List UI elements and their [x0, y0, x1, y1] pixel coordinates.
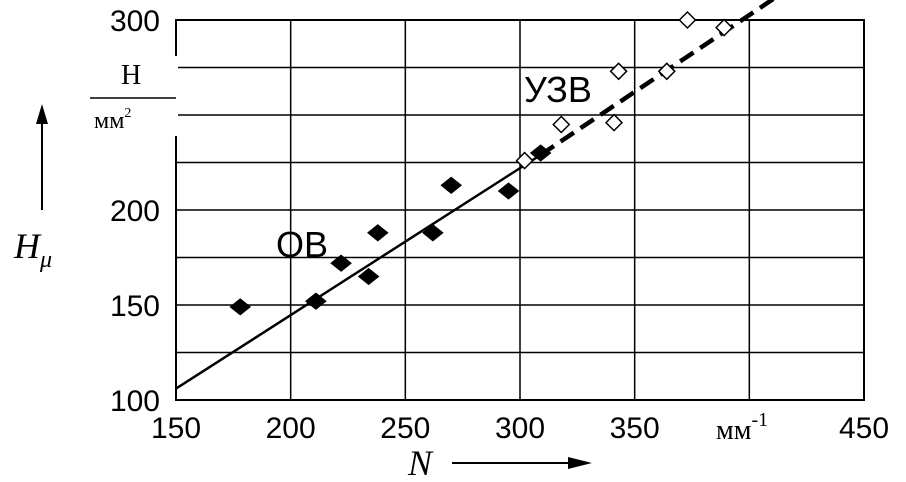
y-unit-den-base: мм: [94, 108, 124, 134]
x-tick-label: 300: [495, 412, 545, 445]
x-tick-label: 200: [266, 412, 316, 445]
filled-diamond-marker: [229, 298, 252, 316]
open-diamond-marker: [515, 151, 534, 170]
y-tick-label: 150: [110, 290, 160, 323]
y-axis-label: Hμ: [13, 226, 52, 273]
x-unit-base: мм: [716, 415, 752, 446]
x-tick-label: 350: [610, 412, 660, 445]
filled-diamond-marker: [422, 224, 444, 242]
plot-frame: [175, 19, 865, 401]
filled-diamond-marker: [497, 182, 520, 200]
y-axis-label-main: H: [13, 226, 42, 266]
open-diamond-marker: [604, 113, 624, 132]
open-diamond-marker: [657, 62, 676, 81]
fit-line-ov: [175, 153, 542, 390]
filled-diamond-marker: [357, 267, 380, 286]
y-unit-numerator: Н: [121, 60, 141, 91]
grid: [176, 20, 864, 400]
y-arrow-head: [36, 104, 48, 124]
filled-diamond-marker: [440, 176, 463, 194]
filled-diamond-marker: [529, 144, 552, 162]
y-unit-den-exp: 2: [124, 106, 131, 121]
open-diamond-marker: [678, 10, 697, 30]
open-diamond-marker: [609, 62, 628, 81]
y-axis-label-sub: μ: [39, 247, 52, 273]
open-diamond-marker: [715, 18, 734, 37]
y-tick-label: 200: [110, 195, 160, 228]
x-unit-exp: -1: [751, 409, 768, 431]
filled-diamond-marker: [330, 254, 352, 272]
filled-diamond-marker: [305, 292, 327, 310]
x-tick-label: 250: [380, 412, 430, 445]
open-diamond-marker: [552, 115, 571, 134]
y-tick-label: 300: [110, 5, 160, 38]
y-tick-label: 100: [110, 385, 160, 418]
series-label-ov: ОВ: [276, 224, 328, 265]
filled-diamond-marker: [367, 224, 389, 242]
x-arrow-head: [568, 457, 592, 469]
x-axis-label: N: [407, 443, 434, 482]
markers: [229, 10, 734, 316]
y-unit-denominator: мм2: [94, 106, 131, 134]
fit-line-uzv: [539, 0, 776, 157]
y-unit-bg: [88, 56, 178, 136]
x-unit-label: мм-1: [716, 409, 768, 446]
x-tick-label: 150: [151, 412, 201, 445]
series-label-uzv: УЗВ: [524, 69, 592, 110]
x-tick-label: 450: [839, 412, 889, 445]
tick-labels: 150200250300350450300250200150100: [110, 5, 889, 445]
fit-lines: [175, 0, 776, 390]
